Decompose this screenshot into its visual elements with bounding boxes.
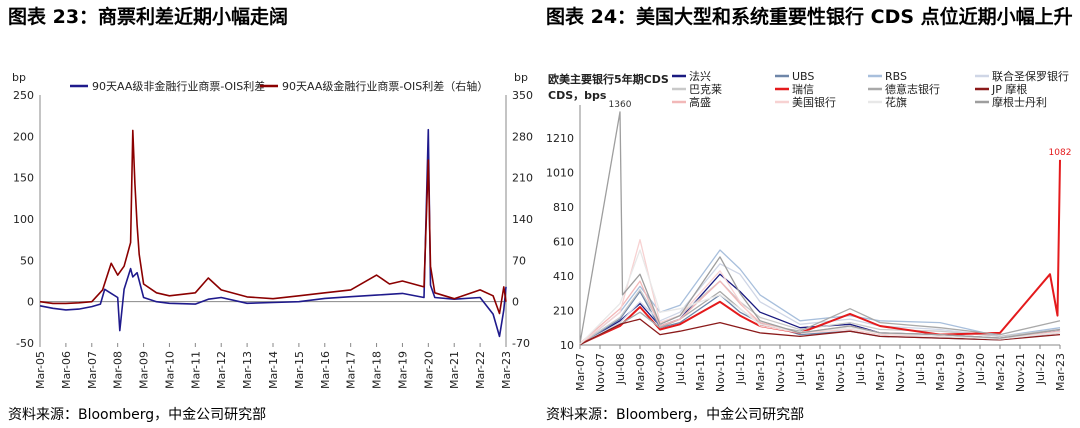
right-y-tick-label: 0 [512,296,519,309]
cds-x-tick-label: Jul-18 [914,353,927,385]
financial-spread-line [39,129,507,315]
cds-x-tick-label: Nov-13 [774,353,787,392]
cds-x-tick-label: Mar-13 [754,353,767,391]
x-tick-label: Mar-12 [215,351,228,389]
cds-y-axis-label: 欧美主要银行5年期CDS [548,72,669,86]
x-tick-label: Mar-13 [241,351,254,389]
cds-legend-label: UBS [792,70,814,83]
right-y-tick-label: 140 [512,213,533,226]
cds-y-tick-label: 1210 [546,132,574,145]
x-tick-label: Mar-05 [34,351,47,389]
cds-x-tick-label: Jul-12 [734,353,747,385]
left-y-axis-label: bp [12,71,26,84]
cds-x-tick-label: Nov-21 [1014,353,1027,392]
x-tick-label: Mar-07 [86,351,99,389]
nonfinancial-spread-line [39,128,507,338]
cds-legend-label: 摩根士丹利 [992,95,1047,109]
cds-series-line [579,318,1061,346]
cds-legend-label: RBS [885,70,907,83]
x-tick-label: Mar-09 [138,351,151,389]
x-tick-label: Mar-16 [319,351,332,389]
cds-x-tick-label: Jul-16 [854,353,867,385]
cds-x-tick-label: Nov-19 [954,353,967,392]
cds-x-tick-label: Jul-14 [794,353,807,385]
cds-series-line [579,111,1061,344]
right-y-tick-label: 210 [512,172,533,185]
cds-legend-label: 德意志银行 [885,82,940,96]
cds-legend-label: JP 摩根 [991,82,1027,96]
cds-x-tick-label: Jul-20 [974,353,987,385]
cds-peak-annotation: 1082 [1049,148,1072,158]
x-tick-label: Mar-14 [267,351,280,389]
cds-y-tick-label: 10 [560,339,574,352]
x-tick-label: Mar-20 [422,351,435,389]
cds-legend-label: 美国银行 [792,95,836,109]
cds-x-tick-label: Mar-11 [694,353,707,391]
left-y-tick-label: 250 [13,89,34,102]
cds-legend-label: 巴克莱 [689,83,722,96]
cds-series-line [579,249,1061,345]
x-tick-label: Mar-23 [500,351,513,389]
cds-peak-annotation: 1360 [609,100,632,110]
cds-series-line [579,263,1061,346]
cds-x-tick-label: Nov-07 [594,353,607,392]
left-y-tick-label: 50 [20,254,34,267]
cds-x-tick-label: Jul-22 [1034,353,1047,385]
legend-label: 90天AA级金融行业商票-OIS利差（右轴） [282,79,488,93]
cds-y-tick-label: 410 [553,270,574,283]
cds-legend-label: 法兴 [689,69,711,83]
cds-x-tick-label: Mar-23 [1054,353,1067,391]
legend-label: 90天AA级非金融行业商票-OIS利差 [92,79,265,93]
x-tick-label: Mar-21 [448,351,461,389]
cds-y-tick-label: 210 [553,304,574,317]
left-y-tick-label: 150 [13,172,34,185]
cds-x-tick-label: Nov-11 [714,353,727,392]
left-y-tick-label: 200 [13,130,34,143]
cds-legend-label: 联合圣保罗银行 [992,69,1069,83]
cds-x-tick-label: Mar-07 [574,353,587,391]
cds-x-tick-label: Jul-08 [614,353,627,385]
x-tick-label: Mar-11 [189,351,202,389]
cds-x-tick-label: Jul-10 [674,353,687,385]
cds-legend-label: 花旗 [885,95,907,109]
right-source-note: 资料来源：Bloomberg，中金公司研究部 [546,407,805,423]
cds-series-line [579,280,1061,345]
left-y-tick-label: 100 [13,213,34,226]
x-tick-label: Mar-08 [112,351,125,389]
right-y-tick-label: 70 [512,254,526,267]
cds-y-tick-label: 1010 [546,166,574,179]
x-tick-label: Mar-17 [345,351,358,389]
cds-y-tick-label: 810 [553,201,574,214]
right-y-axis-label: bp [514,71,528,84]
cds-legend-label: 高盛 [689,95,711,109]
cds-y-tick-label: 610 [553,235,574,248]
cds-x-tick-label: Mar-17 [874,353,887,391]
right-figure-title: 图表 24：美国大型和系统重要性银行 CDS 点位近期小幅上升 [546,6,1073,28]
left-figure-title: 图表 23：商票利差近期小幅走阔 [8,6,289,28]
cds-legend-label: 瑞信 [792,82,814,96]
x-tick-label: Mar-19 [396,351,409,389]
charts-canvas: bp bp -50 0 50 100 150 200 250 -70 0 70 140 210 280 350… [12,69,1072,392]
x-tick-label: Mar-06 [60,351,73,389]
cds-x-tick-label: Nov-15 [834,353,847,392]
right-y-tick-label: 350 [512,89,533,102]
cds-x-tick-label: Mar-09 [634,353,647,391]
right-y-tick-label: 280 [512,130,533,143]
x-tick-label: Mar-22 [474,351,487,389]
x-tick-label: Mar-15 [293,351,306,389]
cds-x-tick-label: Nov-17 [894,353,907,392]
cds-x-tick-label: Mar-19 [934,353,947,391]
left-source-note: 资料来源：Bloomberg，中金公司研究部 [8,407,267,423]
x-tick-label: Mar-18 [371,351,384,389]
cds-x-tick-label: Mar-15 [814,353,827,391]
cds-x-tick-label: Mar-21 [994,353,1007,391]
x-tick-label: Mar-10 [163,351,176,389]
left-y-tick-label: -50 [16,337,34,350]
left-y-tick-label: 0 [27,296,34,309]
cds-series-line [579,249,1061,346]
cds-x-tick-label: Nov-09 [654,353,667,392]
cds-y-axis-label: CDS，bps [548,89,607,102]
right-y-tick-label: -70 [512,337,530,350]
